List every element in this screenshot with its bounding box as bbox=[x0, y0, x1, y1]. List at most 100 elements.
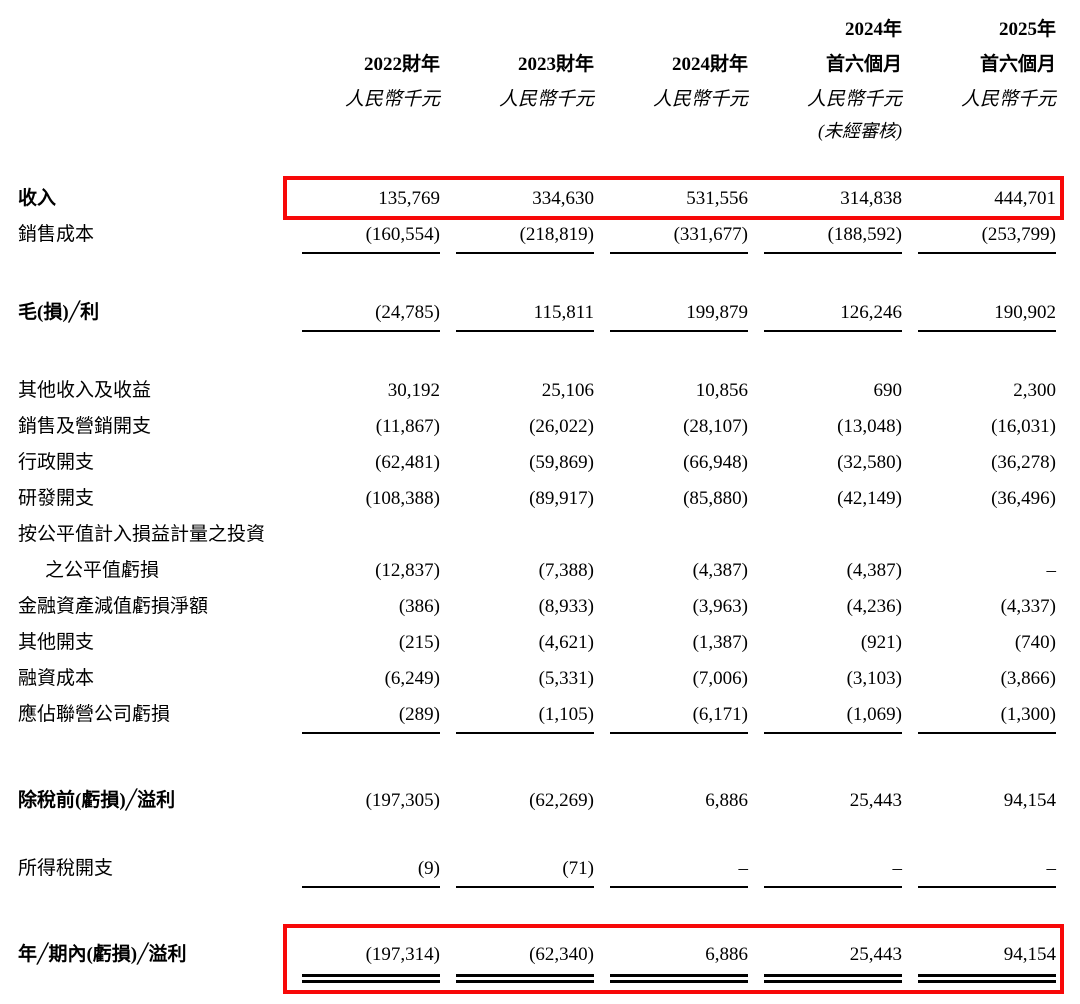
value-cell: 10,856 bbox=[695, 380, 748, 401]
value-cell: (1,300) bbox=[902, 697, 1056, 734]
double-total-rule bbox=[302, 974, 440, 983]
value-cell: 25,443 bbox=[849, 790, 902, 811]
row-label: 應佔聯營公司虧損 bbox=[18, 704, 171, 725]
column-year-prefix bbox=[286, 12, 440, 47]
column-header-fy2022: 2022財年 人民幣千元 bbox=[286, 12, 440, 149]
value-cell: 25,106 bbox=[541, 380, 594, 401]
single-rule bbox=[302, 330, 440, 332]
value-cell: (24,785) bbox=[286, 295, 440, 332]
single-rule bbox=[764, 732, 902, 734]
single-rule bbox=[302, 886, 440, 888]
single-rule bbox=[918, 330, 1056, 332]
column-note: (未經審核) bbox=[818, 121, 902, 141]
value-cell: (13,048) bbox=[837, 416, 902, 437]
single-rule bbox=[456, 886, 594, 888]
value-cell: 199,879 bbox=[594, 295, 748, 332]
value-cell: 135,769 bbox=[378, 188, 440, 209]
value-cell: (197,305) bbox=[365, 790, 440, 811]
column-period: 首六個月 bbox=[979, 54, 1056, 75]
table-row: 除稅前(虧損)╱溢利 (197,305) (62,269) 6,886 25,443 94… bbox=[18, 783, 1056, 819]
single-rule bbox=[610, 330, 748, 332]
value-cell: (28,107) bbox=[683, 416, 748, 437]
value-cell: (11,867) bbox=[375, 416, 440, 437]
single-rule bbox=[918, 732, 1056, 734]
single-rule bbox=[456, 732, 594, 734]
column-note bbox=[440, 117, 594, 149]
value-cell: (42,149) bbox=[837, 488, 902, 509]
table-row: 銷售及營銷開支 (11,867) (26,022) (28,107) (13,048)(… bbox=[18, 409, 1056, 445]
column-year-prefix: 2025年 bbox=[998, 19, 1056, 40]
value-cell: – bbox=[748, 851, 902, 888]
value-cell: (4,337) bbox=[1000, 596, 1056, 617]
table-row: 其他收入及收益 30,192 25,106 10,856 690 2,300 bbox=[18, 373, 1056, 409]
value-cell: (3,103) bbox=[846, 668, 902, 689]
table-row: 研發開支 (108,388) (89,917) (85,880) (42,149) (36… bbox=[18, 481, 1056, 517]
single-rule bbox=[456, 330, 594, 332]
single-rule bbox=[918, 252, 1056, 254]
double-total-rule bbox=[456, 974, 594, 983]
table-row: 銷售成本 (160,554) (218,819) (331,677) (188,592)… bbox=[18, 217, 1056, 254]
value-cell: (85,880) bbox=[683, 488, 748, 509]
single-rule bbox=[610, 252, 748, 254]
row-values: (289) (1,105) (6,171) (1,069) (1,300) bbox=[286, 697, 1056, 734]
column-year-prefix bbox=[594, 12, 748, 47]
value-cell: (921) bbox=[860, 632, 902, 653]
value-cell: (3,866) bbox=[1000, 668, 1056, 689]
double-total-rule bbox=[764, 974, 902, 983]
single-rule bbox=[302, 732, 440, 734]
value-cell: (4,621) bbox=[538, 632, 594, 653]
value-cell: (36,496) bbox=[991, 488, 1056, 509]
column-header-fy2023: 2023財年 人民幣千元 bbox=[440, 12, 594, 149]
row-label: 除稅前(虧損)╱溢利 bbox=[18, 790, 176, 811]
value-cell: (62,340) bbox=[440, 937, 594, 983]
value-cell: (197,314) bbox=[286, 937, 440, 983]
table-header: 2022財年 人民幣千元 2023財年 人民幣千元 2024財年 人民幣千元 2… bbox=[18, 12, 1056, 149]
value-cell: 25,443 bbox=[748, 937, 902, 983]
value-cell: (160,554) bbox=[286, 217, 440, 254]
value-cell: (1,105) bbox=[440, 697, 594, 734]
row-values: (108,388) (89,917) (85,880) (42,149) (36,496… bbox=[286, 481, 1056, 517]
value-cell: – bbox=[902, 851, 1056, 888]
value-cell: 94,154 bbox=[902, 937, 1056, 983]
value-cell: (8,933) bbox=[538, 596, 594, 617]
row-values: (160,554) (218,819) (331,677) (188,592) (253… bbox=[286, 217, 1056, 254]
column-note bbox=[286, 117, 440, 149]
value-cell: (3,963) bbox=[692, 596, 748, 617]
table-body: 收入 135,769 334,630 531,556 314,838 444,701 銷售成… bbox=[18, 176, 1064, 994]
value-cell: 190,902 bbox=[902, 295, 1056, 332]
single-rule bbox=[610, 886, 748, 888]
column-header-2025-h1: 2025年 首六個月 人民幣千元 bbox=[902, 12, 1056, 149]
value-cell: (71) bbox=[440, 851, 594, 888]
row-label: 銷售及營銷開支 bbox=[18, 416, 152, 437]
row-values: (62,481) (59,869) (66,948) (32,580) (36,278) bbox=[286, 445, 1056, 481]
value-cell: 444,701 bbox=[994, 188, 1056, 209]
value-cell: (1,069) bbox=[748, 697, 902, 734]
table-row: 應佔聯營公司虧損 (289) (1,105) (6,171) (1,069) (1,300… bbox=[18, 697, 1056, 734]
value-cell: (218,819) bbox=[440, 217, 594, 254]
row-values: 30,192 25,106 10,856 690 2,300 bbox=[286, 373, 1056, 409]
header-spacer bbox=[18, 12, 286, 149]
value-cell: (7,006) bbox=[692, 668, 748, 689]
row-values: 135,769 334,630 531,556 314,838 444,701 bbox=[283, 176, 1064, 220]
row-label: 金融資產減值虧損淨額 bbox=[18, 596, 209, 617]
column-period: 2023財年 bbox=[517, 54, 594, 75]
table-row: 行政開支 (62,481) (59,869) (66,948) (32,580) (36,… bbox=[18, 445, 1056, 481]
single-rule bbox=[610, 732, 748, 734]
value-cell: (253,799) bbox=[902, 217, 1056, 254]
column-period: 首六個月 bbox=[825, 54, 902, 75]
value-cell: 690 bbox=[873, 380, 903, 401]
table-row: 其他開支 (215) (4,621) (1,387) (921) (740) bbox=[18, 625, 1056, 661]
column-note bbox=[902, 117, 1056, 149]
column-header-2024-h1: 2024年 首六個月 人民幣千元 (未經審核) bbox=[748, 12, 902, 149]
value-cell: (289) bbox=[286, 697, 440, 734]
row-label: 其他收入及收益 bbox=[18, 380, 152, 401]
table-row: 按公平值計入損益計量之投資 之公平值虧損 (12,837) (7,388) (4,387… bbox=[18, 517, 1056, 589]
row-values: (24,785) 115,811 199,879 126,246 190,902 bbox=[286, 295, 1056, 332]
value-cell: 30,192 bbox=[387, 380, 440, 401]
value-cell: 2,300 bbox=[1013, 380, 1056, 401]
table-row: 金融資產減值虧損淨額 (386) (8,933) (3,963) (4,236) (4,3… bbox=[18, 589, 1056, 625]
value-cell: (4,387) bbox=[692, 560, 748, 581]
double-total-rule bbox=[610, 974, 748, 983]
row-label: 研發開支 bbox=[18, 488, 95, 509]
